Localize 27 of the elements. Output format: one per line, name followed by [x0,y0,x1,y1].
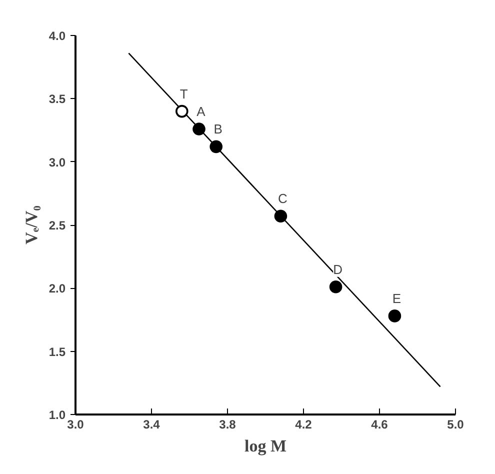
annotation: A [196,104,206,119]
annotation: T [180,86,188,102]
point [192,122,206,136]
x-tick-label: 5.0 [447,418,464,432]
y-tick-label: 1.0 [48,408,66,422]
y-tick-label: 2.5 [48,218,66,232]
point [329,280,342,294]
y-tick-label: 4.0 [48,29,66,43]
x-tick-label: 3.8 [219,418,236,432]
x-tick-label: 3.0 [67,418,84,432]
point [274,210,288,223]
x-axis-title: log M [244,436,287,456]
y-tick-label: 3.5 [48,92,66,106]
point [388,310,402,322]
y-tick-label: 1.5 [48,344,66,359]
x-tick-label: 3.4 [143,418,160,432]
annotation: C [278,191,288,206]
annotation: E [392,290,402,306]
annotation: B [214,122,222,137]
annotation: D [333,262,342,277]
point [210,140,222,154]
x-tick-label: 4.6 [371,418,388,432]
y-tick-label: 2.0 [48,282,66,296]
y-tick-label: 3.0 [48,155,66,170]
x-tick-label: 4.2 [295,418,312,432]
y-axis-title: Vₑ/V₀ [22,206,41,244]
point [176,104,188,118]
